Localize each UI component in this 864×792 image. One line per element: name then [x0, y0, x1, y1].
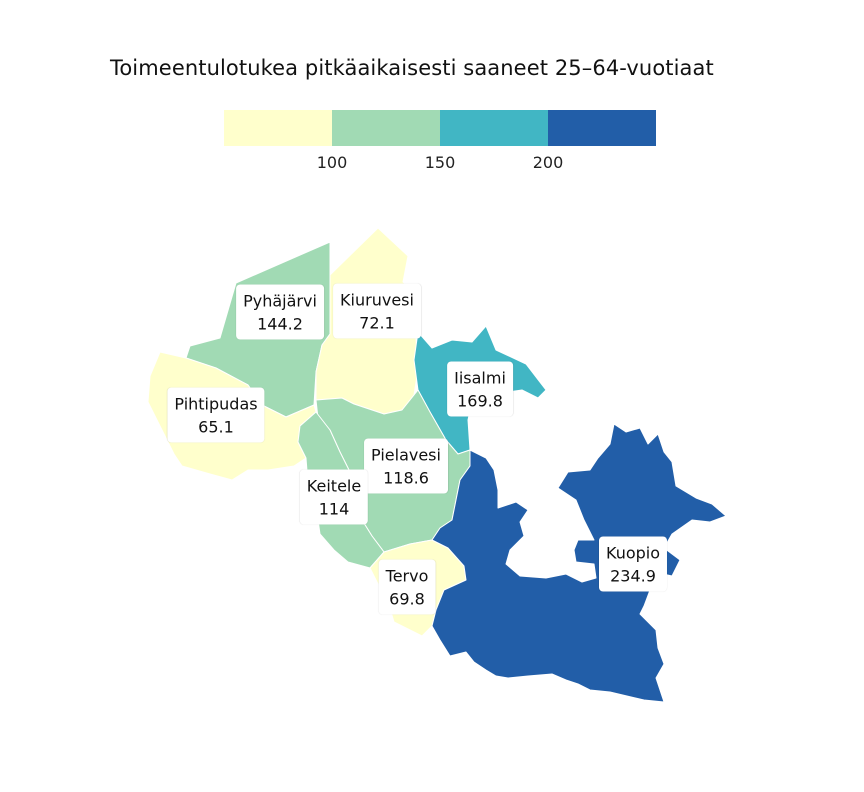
- region-name: Pielavesi: [371, 445, 441, 465]
- region-label-pielavesi: Pielavesi 118.6: [364, 438, 448, 494]
- legend-bin-2: [332, 110, 440, 146]
- legend-tick-label: 200: [532, 153, 564, 172]
- region-label-pyhajarvi: Pyhäjärvi 144.2: [236, 284, 324, 340]
- legend-bin-1: [224, 110, 332, 146]
- region-label-tervo: Tervo 69.8: [378, 559, 436, 615]
- legend-bin-3: [440, 110, 548, 146]
- region-value: 169.8: [457, 391, 503, 411]
- region-value: 69.8: [389, 589, 425, 609]
- region-label-iisalmi: Iisalmi 169.8: [447, 361, 513, 417]
- region-value: 144.2: [257, 314, 303, 334]
- region-label-keitele: Keitele 114: [299, 469, 369, 525]
- legend-tick-label: 100: [316, 153, 348, 172]
- map-title: Toimeentulotukea pitkäaikaisesti saaneet…: [110, 56, 714, 80]
- region-value: 118.6: [383, 468, 429, 488]
- legend-bin-4: [548, 110, 656, 146]
- region-value: 72.1: [359, 313, 395, 333]
- region-label-kuopio: Kuopio 234.9: [598, 536, 668, 592]
- region-value: 65.1: [198, 417, 234, 437]
- region-name: Iisalmi: [454, 368, 506, 388]
- region-name: Keitele: [306, 476, 362, 496]
- region-label-pihtipudas: Pihtipudas 65.1: [167, 387, 265, 443]
- region-value: 114: [318, 499, 350, 519]
- legend-tick-label: 150: [424, 153, 456, 172]
- region-name: Kiuruvesi: [340, 290, 414, 310]
- region-name: Kuopio: [605, 543, 661, 563]
- region-name: Pihtipudas: [174, 394, 258, 414]
- region-label-kiuruvesi: Kiuruvesi 72.1: [333, 283, 421, 339]
- region-kuopio[interactable]: [431, 423, 727, 703]
- region-name: Pyhäjärvi: [243, 291, 317, 311]
- region-name: Tervo: [385, 566, 429, 586]
- legend-color-bar: [224, 110, 656, 146]
- color-legend: 100 150 200: [224, 110, 656, 180]
- region-value: 234.9: [610, 566, 656, 586]
